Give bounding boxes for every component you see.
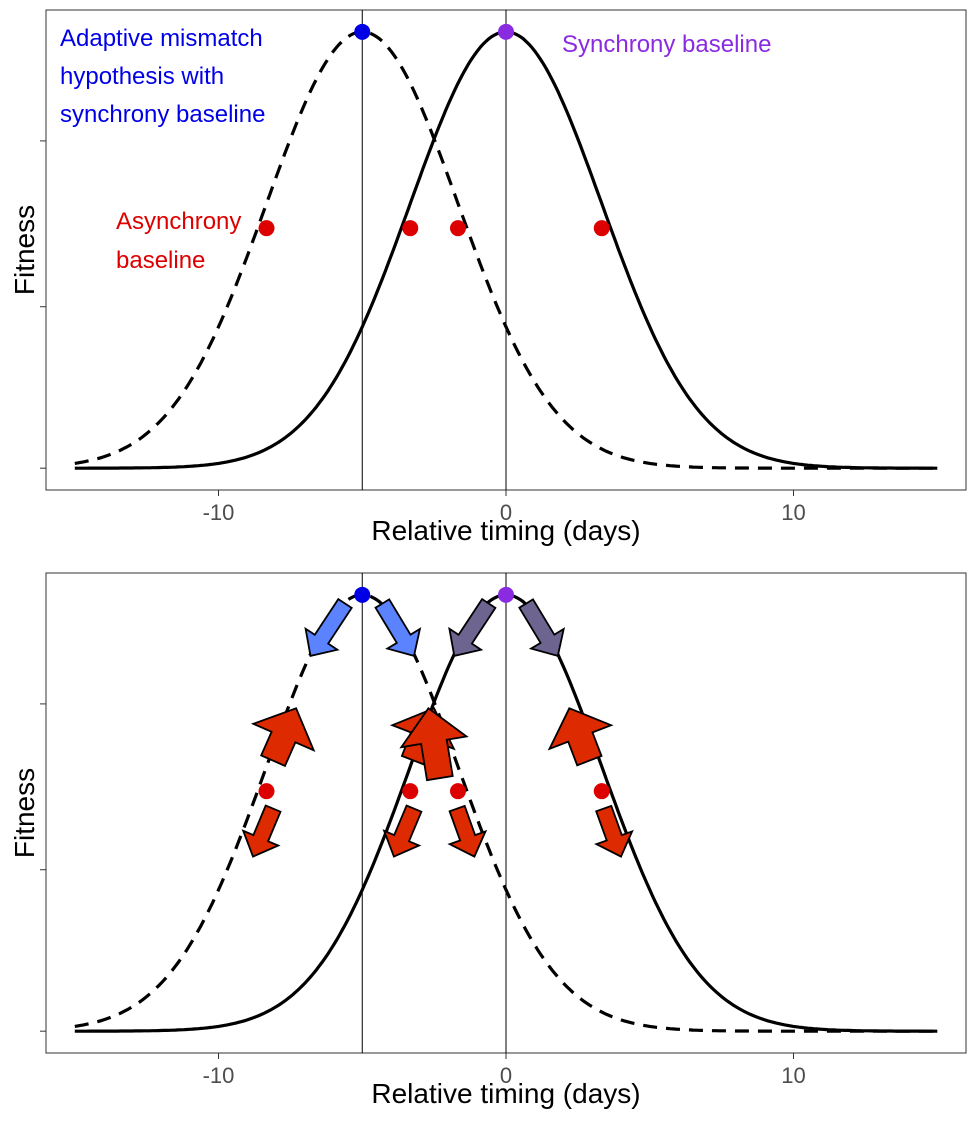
direction-arrow bbox=[594, 804, 634, 858]
x-tick-label: -10 bbox=[203, 1063, 235, 1088]
panel-bottom: -10 0 10 Relative timing (days) Fitness bbox=[9, 572, 967, 1109]
shifted-fitness-curve bbox=[74, 30, 938, 470]
x-tick-label: 10 bbox=[781, 500, 805, 525]
data-point bbox=[593, 220, 610, 237]
direction-arrow bbox=[518, 598, 566, 658]
panel-top: -10 0 10 Relative timing (days) Fitness Adapt… bbox=[9, 9, 967, 546]
data-point bbox=[258, 783, 275, 800]
x-tick-label: -10 bbox=[203, 500, 235, 525]
data-point bbox=[354, 586, 371, 603]
data-point bbox=[593, 783, 610, 800]
x-tick-label: 0 bbox=[500, 500, 512, 525]
direction-arrow bbox=[304, 597, 353, 657]
data-point bbox=[258, 220, 275, 237]
y-axis-title: Fitness bbox=[9, 768, 40, 858]
annotation-label: Asynchrony baseline bbox=[116, 208, 241, 274]
direction-arrow bbox=[399, 707, 469, 782]
direction-arrow bbox=[382, 804, 423, 858]
annotation-label: Synchrony baseline bbox=[562, 31, 771, 58]
data-point bbox=[449, 783, 466, 800]
data-point bbox=[498, 586, 514, 603]
data-point bbox=[402, 783, 419, 800]
direction-arrow bbox=[447, 804, 488, 858]
annotation-label: Adaptive mismatch hypothesis with synchron… bbox=[60, 25, 265, 128]
direction-arrow bbox=[547, 707, 614, 767]
direction-arrow bbox=[448, 597, 497, 657]
direction-arrow bbox=[250, 707, 316, 768]
direction-arrow bbox=[374, 598, 422, 658]
direction-arrow bbox=[241, 804, 282, 858]
x-tick-label: 10 bbox=[781, 1063, 805, 1088]
data-point bbox=[402, 220, 419, 237]
shifted-fitness-curve bbox=[74, 593, 938, 1033]
data-point bbox=[498, 23, 514, 40]
y-axis-title: Fitness bbox=[9, 205, 40, 295]
x-axis-title: Relative timing (days) bbox=[371, 1078, 640, 1109]
data-point bbox=[354, 23, 371, 40]
x-axis-title: Relative timing (days) bbox=[371, 515, 640, 546]
x-tick-label: 0 bbox=[500, 1063, 512, 1088]
data-point bbox=[449, 220, 466, 237]
